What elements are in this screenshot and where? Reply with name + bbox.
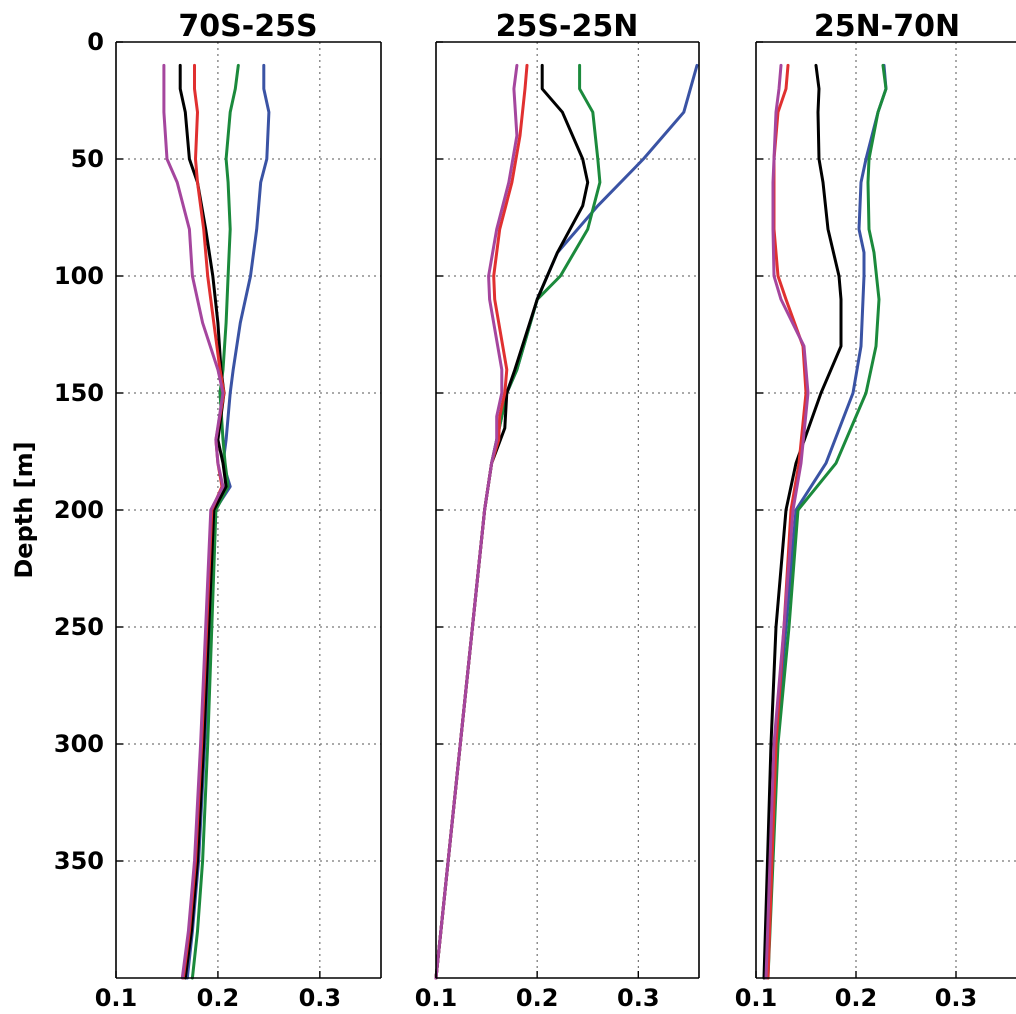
y-tick-label: 150	[54, 379, 104, 407]
y-tick-label: 50	[71, 145, 104, 173]
y-tick-label: 0	[87, 28, 104, 56]
x-tick-label: 0.3	[935, 984, 978, 1012]
y-tick-label: 300	[54, 730, 104, 758]
series-line	[162, 63, 225, 980]
series-line	[434, 63, 590, 980]
panel-25n-70n: 25N-70N 0.1 0.2 0.3	[735, 9, 1016, 1012]
series-line	[190, 63, 240, 980]
series-line	[764, 63, 810, 980]
x-tick-label: 0.2	[835, 984, 878, 1012]
series-line	[766, 63, 888, 980]
panel-25s-25n: 25S-25N 0.1 0.2 0.3	[415, 9, 700, 1012]
x-tick-label: 0.3	[617, 984, 660, 1012]
x-tick-label: 0.1	[415, 984, 458, 1012]
panel-70s-25s: 70S-25S 0.1 0.2 0.3 0 50 100 150 200 250 300 350	[54, 9, 382, 1012]
series-line	[762, 63, 843, 980]
panel-title: 70S-25S	[178, 9, 317, 44]
x-tick-label: 0.2	[516, 984, 559, 1012]
series-line	[434, 63, 602, 980]
y-axis-label: Depth [m]	[10, 441, 38, 578]
x-tick-label: 0.2	[197, 984, 240, 1012]
series-line	[434, 63, 519, 980]
x-tick-label: 0.1	[735, 984, 778, 1012]
y-tick-label: 350	[54, 847, 104, 875]
y-tick-label: 200	[54, 496, 104, 524]
panel-title: 25N-70N	[814, 9, 960, 44]
panel-title: 25S-25N	[496, 9, 639, 44]
x-tick-label: 0.3	[299, 984, 342, 1012]
series-line	[434, 63, 699, 980]
x-tick-label: 0.1	[95, 984, 138, 1012]
y-tick-label: 250	[54, 613, 104, 641]
y-tick-label: 100	[54, 262, 104, 290]
